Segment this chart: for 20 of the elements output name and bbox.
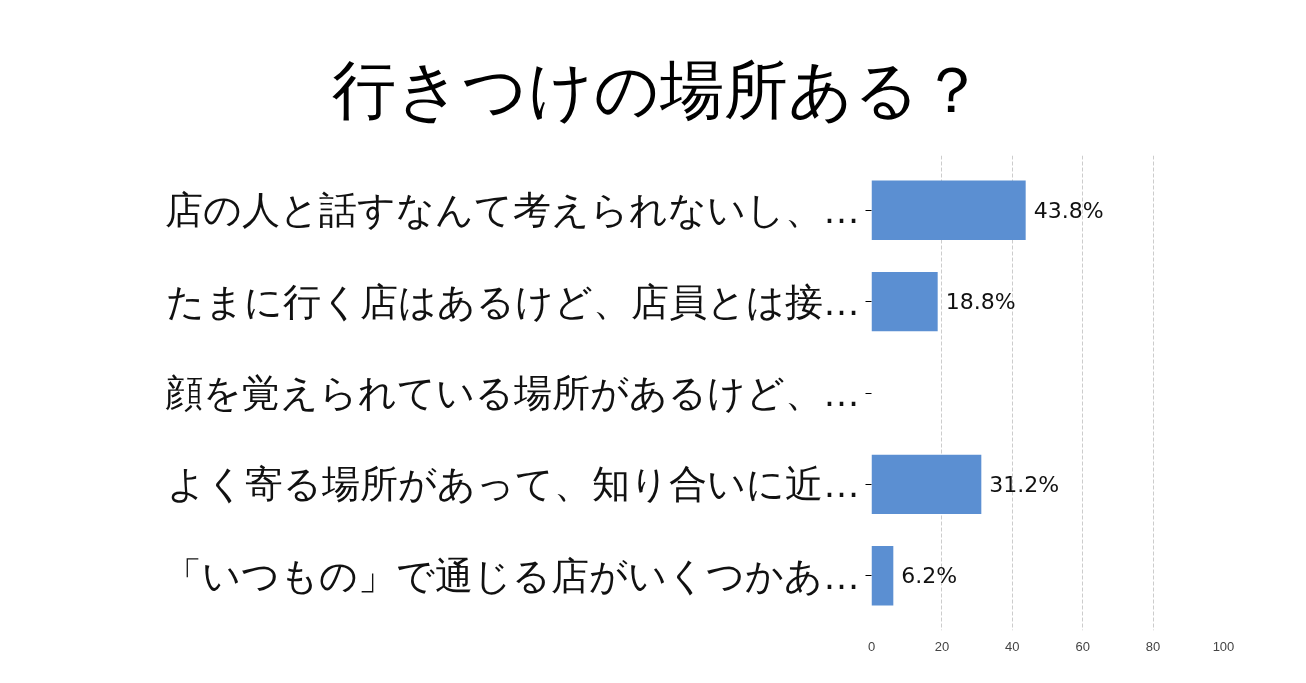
x-tick-label: 20 [934,638,950,654]
bar [871,546,894,606]
y-tick-label: たまに行く店はあるけど、店員とは接… [165,280,861,323]
data-label: 43.8% [1033,197,1104,223]
data-label: 31.2% [989,471,1060,497]
bar [871,454,982,515]
bar [871,271,938,332]
x-tick-label: 80 [1145,638,1161,654]
x-tick-label: 100 [1212,638,1235,654]
data-label: 18.8% [945,289,1016,315]
chart-title: 行きつけの場所ある？ [332,52,984,129]
x-tick-label: 40 [1005,638,1020,654]
y-tick-label: 「いつもの」で通じる店がいくつかあ… [163,554,861,597]
y-tick-label: 店の人と話すなんて考えられないし、… [164,189,861,232]
y-tick-label: 顔を覚えられている場所があるけど、… [164,372,861,414]
data-label: 6.2% [901,563,958,589]
bar [871,180,1026,240]
x-tick-label: 0 [867,638,876,654]
x-tick-label: 60 [1075,638,1090,654]
y-tick-label: よく寄る場所があって、知り合いに近… [166,463,861,506]
